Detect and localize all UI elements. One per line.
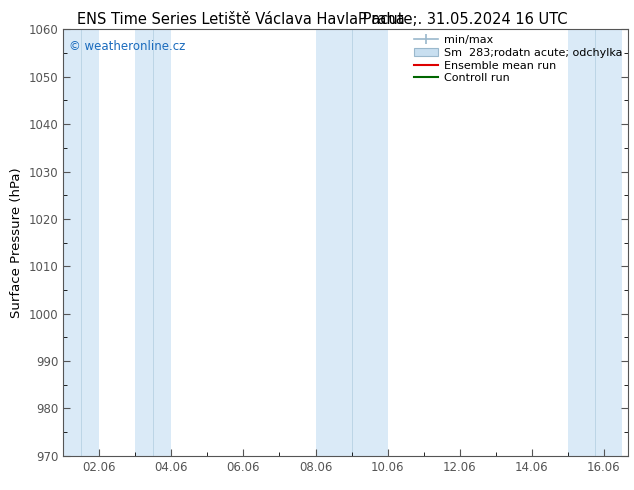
- Bar: [567, 29, 622, 456]
- Bar: [63, 29, 100, 456]
- Legend: min/max, Sm  283;rodatn acute; odchylka, Ensemble mean run, Controll run: min/max, Sm 283;rodatn acute; odchylka, …: [410, 32, 625, 87]
- Text: © weatheronline.cz: © weatheronline.cz: [69, 40, 185, 53]
- Y-axis label: Surface Pressure (hPa): Surface Pressure (hPa): [10, 167, 23, 318]
- Bar: [316, 29, 387, 456]
- Text: P acute;. 31.05.2024 16 UTC: P acute;. 31.05.2024 16 UTC: [358, 12, 567, 27]
- Bar: [136, 29, 171, 456]
- Text: ENS Time Series Letiště Václava Havla Praha: ENS Time Series Letiště Václava Havla Pr…: [77, 12, 404, 27]
